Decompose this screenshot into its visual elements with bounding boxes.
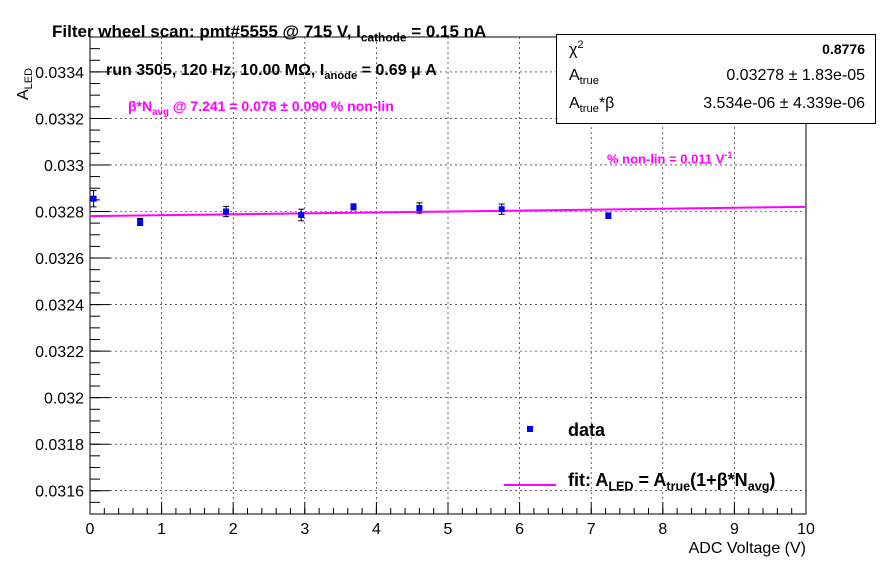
stats-row-chi2: χ2 0.8776	[569, 39, 865, 59]
x-axis: 0 1 2 3 4 5 6 7 8 9 10	[86, 502, 815, 538]
plot-title: Filter wheel scan: pmt#5555 @ 715 V, Ica…	[52, 22, 487, 45]
legend-data-label: data	[568, 420, 606, 440]
y-tick-label: 0.0328	[35, 205, 84, 222]
data-point	[350, 203, 357, 211]
x-tick-label: 8	[658, 521, 667, 538]
y-axis-label: ALED	[15, 68, 35, 100]
x-tick-label: 9	[730, 521, 739, 538]
x-tick-label: 1	[157, 521, 166, 538]
atrue-beta-value: 3.534e-06 ± 4.339e-06	[703, 95, 865, 112]
fit-series	[89, 205, 807, 218]
x-tick-label: 10	[797, 521, 815, 538]
run-info: run 3505, 120 Hz, 10.00 MΩ, Ianode = 0.6…	[106, 62, 437, 83]
stats-row-atrue-beta: Atrue*β 3.534e-06 ± 4.339e-06	[569, 95, 865, 116]
data-point	[298, 208, 305, 222]
atrue-value: 0.03278 ± 1.83e-05	[726, 67, 865, 84]
chi2-value: 0.8776	[822, 41, 865, 57]
y-axis: 0.0316 0.0318 0.032 0.0322 0.0324 0.0326 0.032…	[35, 36, 110, 515]
x-tick-label: 7	[587, 521, 596, 538]
x-tick-label: 3	[300, 521, 309, 538]
y-tick-label: 0.0332	[35, 111, 84, 128]
x-axis-label: ADC Voltage (V)	[689, 540, 806, 557]
y-tick-label: 0.0324	[35, 298, 84, 315]
fit-line	[89, 205, 807, 218]
x-tick-label: 0	[86, 521, 95, 538]
data-point	[605, 212, 612, 219]
stats-box: χ2 0.8776 Atrue 0.03278 ± 1.83e-05 Atrue…	[556, 34, 876, 124]
data-point	[498, 203, 505, 215]
nonlin-annotation: % non-lin = 0.011 V-1	[607, 150, 733, 167]
data-point	[90, 190, 97, 208]
y-tick-label: 0.0322	[35, 344, 84, 361]
data-point	[137, 217, 144, 226]
data-point	[223, 205, 230, 218]
y-tick-label: 0.032	[44, 391, 84, 408]
x-tick-label: 6	[515, 521, 524, 538]
data-point	[416, 202, 423, 214]
x-tick-label: 2	[229, 521, 238, 538]
x-tick-label: 5	[444, 521, 453, 538]
beta-annotation: β*Navg @ 7.241 = 0.078 ± 0.090 % non-lin	[128, 98, 394, 118]
data-series	[90, 190, 612, 226]
y-tick-label: 0.0334	[35, 65, 84, 82]
y-tick-label: 0.0318	[35, 437, 84, 454]
stats-row-atrue: Atrue 0.03278 ± 1.83e-05	[569, 67, 865, 88]
y-tick-label: 0.0326	[35, 251, 84, 268]
legend-fit-label: fit: ALED = Atrue(1+β*Navg)	[568, 470, 776, 494]
legend-data-marker	[527, 426, 533, 432]
y-tick-label: 0.0316	[35, 484, 84, 501]
x-tick-label: 4	[372, 521, 381, 538]
y-tick-label: 0.033	[44, 158, 84, 175]
